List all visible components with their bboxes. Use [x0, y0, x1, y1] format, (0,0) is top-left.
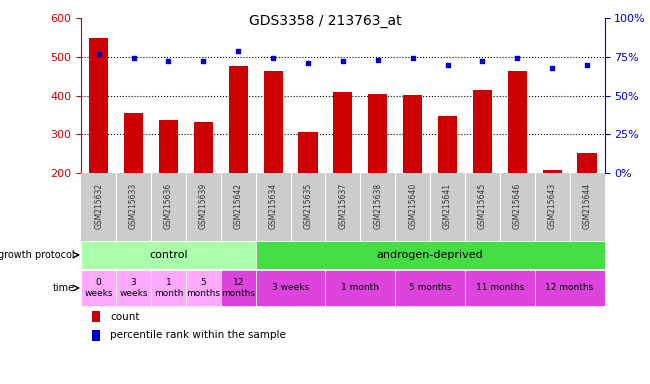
- Bar: [124, 113, 143, 173]
- Text: 3
weeks: 3 weeks: [120, 278, 148, 298]
- Text: 11 months: 11 months: [476, 283, 524, 293]
- Point: [128, 55, 139, 61]
- Point: [442, 61, 452, 68]
- Bar: [368, 94, 387, 173]
- Bar: [81, 270, 116, 306]
- Bar: [229, 66, 248, 173]
- Point: [94, 51, 104, 57]
- Bar: [403, 95, 422, 173]
- Text: GSM215643: GSM215643: [548, 183, 556, 230]
- Text: GSM215633: GSM215633: [129, 183, 138, 230]
- Text: growth protocol: growth protocol: [0, 250, 75, 260]
- Bar: [151, 270, 186, 306]
- Bar: [92, 311, 100, 322]
- Bar: [116, 270, 151, 306]
- Bar: [543, 170, 562, 173]
- Bar: [263, 71, 283, 173]
- Bar: [438, 116, 457, 173]
- Bar: [92, 330, 100, 341]
- Text: GSM215640: GSM215640: [408, 183, 417, 230]
- Bar: [221, 270, 255, 306]
- Bar: [159, 120, 178, 173]
- Text: 5 months: 5 months: [409, 283, 451, 293]
- Text: 12 months: 12 months: [545, 283, 593, 293]
- Text: 0
weeks: 0 weeks: [84, 278, 113, 298]
- Bar: [326, 270, 395, 306]
- Bar: [186, 270, 221, 306]
- Bar: [395, 270, 465, 306]
- Text: percentile rank within the sample: percentile rank within the sample: [110, 330, 286, 340]
- Point: [163, 58, 174, 65]
- Point: [477, 58, 488, 65]
- Text: GSM215646: GSM215646: [513, 183, 522, 230]
- Text: GDS3358 / 213763_at: GDS3358 / 213763_at: [249, 14, 401, 28]
- Point: [582, 61, 592, 68]
- Text: GSM215644: GSM215644: [582, 183, 592, 230]
- Bar: [298, 132, 318, 173]
- Bar: [89, 38, 109, 173]
- Text: 1
month: 1 month: [154, 278, 183, 298]
- Point: [268, 55, 278, 61]
- Text: GSM215638: GSM215638: [373, 183, 382, 229]
- Point: [338, 58, 348, 65]
- Bar: [577, 153, 597, 173]
- Text: 5
months: 5 months: [187, 278, 220, 298]
- Bar: [333, 92, 352, 173]
- Bar: [473, 90, 492, 173]
- Bar: [465, 270, 535, 306]
- Point: [233, 48, 243, 54]
- Point: [512, 55, 523, 61]
- Point: [547, 65, 557, 71]
- Text: GSM215635: GSM215635: [304, 183, 313, 230]
- Point: [198, 58, 209, 65]
- Text: GSM215642: GSM215642: [234, 183, 242, 229]
- Text: 3 weeks: 3 weeks: [272, 283, 309, 293]
- Text: androgen-deprived: androgen-deprived: [377, 250, 484, 260]
- Point: [408, 55, 418, 61]
- Point: [372, 57, 383, 63]
- Point: [303, 60, 313, 66]
- Text: GSM215637: GSM215637: [339, 183, 347, 230]
- Text: GSM215636: GSM215636: [164, 183, 173, 230]
- Bar: [255, 241, 604, 269]
- Text: 1 month: 1 month: [341, 283, 380, 293]
- Bar: [81, 241, 255, 269]
- Bar: [255, 270, 326, 306]
- Bar: [194, 122, 213, 173]
- Text: 12
months: 12 months: [221, 278, 255, 298]
- Text: GSM215641: GSM215641: [443, 183, 452, 229]
- Text: GSM215639: GSM215639: [199, 183, 208, 230]
- Text: GSM215645: GSM215645: [478, 183, 487, 230]
- Text: time: time: [53, 283, 75, 293]
- Text: GSM215634: GSM215634: [268, 183, 278, 230]
- Text: GSM215632: GSM215632: [94, 183, 103, 229]
- Bar: [508, 71, 527, 173]
- Bar: [535, 270, 604, 306]
- Text: count: count: [110, 311, 140, 322]
- Text: control: control: [149, 250, 188, 260]
